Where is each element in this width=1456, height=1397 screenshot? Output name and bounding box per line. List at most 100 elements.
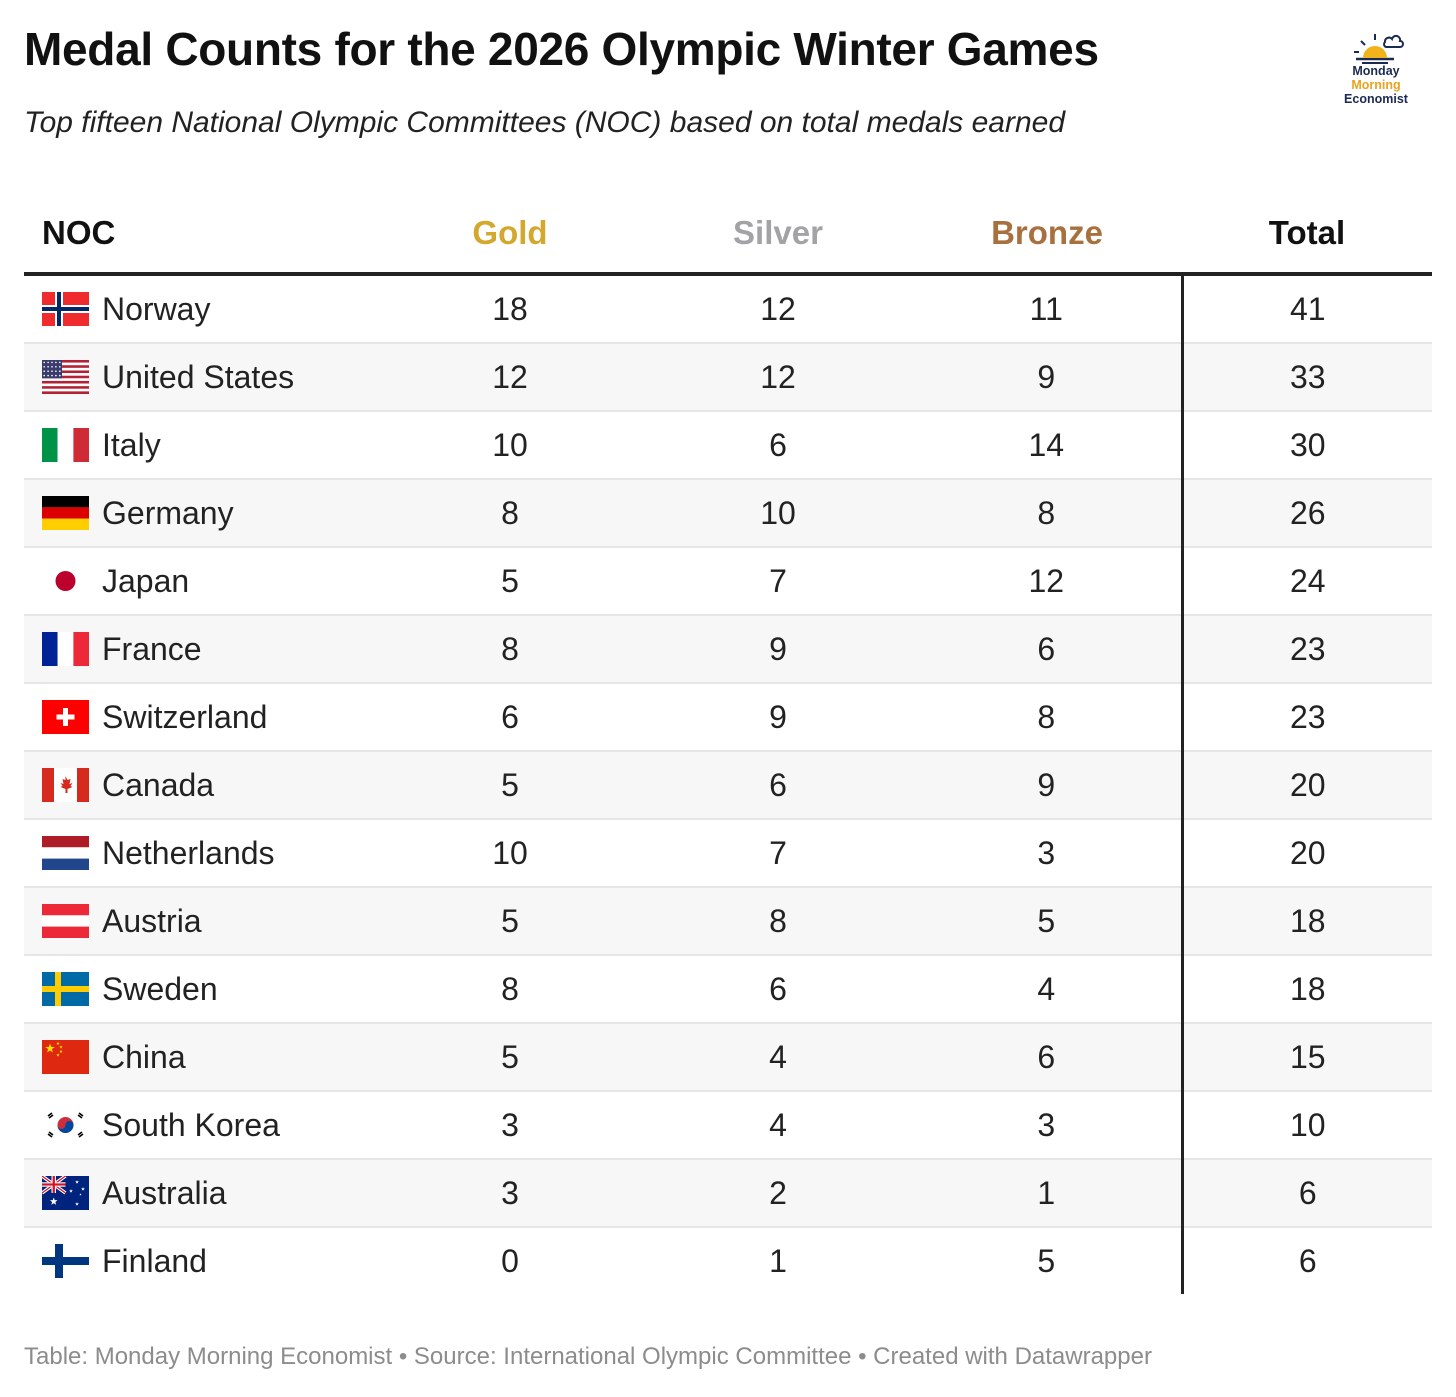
cell-noc: United States: [24, 343, 376, 412]
cell-bronze: 6: [912, 615, 1182, 684]
table-body: Norway 18 12 11 41 United States 12 12 9 33 Italy 1…: [24, 274, 1432, 1294]
table-row: Australia 3 2 1 6: [24, 1159, 1432, 1228]
canada-flag-icon: [42, 768, 89, 802]
noc-name: Austria: [102, 902, 202, 939]
noc-name: Netherlands: [102, 834, 275, 871]
cell-bronze: 11: [912, 274, 1182, 344]
cell-bronze: 8: [912, 683, 1182, 752]
table-header-row: NOC Gold Silver Bronze Total: [24, 194, 1432, 276]
table-row: Switzerland 6 9 8 23: [24, 683, 1432, 752]
footer-credits: Table: Monday Morning Economist • Source…: [24, 1343, 1152, 1370]
united-states-flag-icon: [42, 360, 89, 394]
cell-bronze: 12: [912, 547, 1182, 616]
noc-name: France: [102, 630, 202, 667]
table-row: United States 12 12 9 33: [24, 343, 1432, 412]
noc-name: Australia: [102, 1174, 227, 1211]
japan-flag-icon: [42, 564, 89, 598]
table-row: France 8 9 6 23: [24, 615, 1432, 684]
noc-name: United States: [102, 358, 295, 395]
netherlands-flag-icon: [42, 836, 89, 870]
cell-gold: 5: [376, 751, 644, 820]
cell-noc: South Korea: [24, 1091, 376, 1160]
noc-name: Japan: [102, 562, 190, 599]
table-row: Austria 5 8 5 18: [24, 887, 1432, 956]
cell-total: 30: [1180, 411, 1432, 480]
header-silver: Silver: [644, 194, 912, 276]
cell-noc: Finland: [24, 1227, 376, 1294]
noc-name: Switzerland: [102, 698, 268, 735]
cell-silver: 1: [769, 1242, 787, 1279]
cell-noc: Australia: [24, 1159, 376, 1228]
cell-total: 20: [1180, 751, 1432, 820]
cell-gold: 3: [376, 1091, 644, 1160]
austria-flag-icon: [42, 904, 89, 938]
logo-line-economist: Economist: [1344, 92, 1408, 106]
header-bronze: Bronze: [912, 194, 1182, 276]
cell-noc: Sweden: [24, 955, 376, 1024]
cell-bronze: 5: [912, 887, 1182, 956]
cell-bronze: 3: [912, 819, 1182, 888]
cell-silver: 7: [644, 547, 912, 616]
table-row: Japan 5 7 12 24: [24, 547, 1432, 616]
cell-gold: 10: [376, 819, 644, 888]
cell-total: 26: [1180, 479, 1432, 548]
finland-flag-icon: [42, 1244, 89, 1278]
logo-line-morning: Morning: [1351, 78, 1401, 92]
cell-total: 6: [1180, 1159, 1432, 1228]
cell-silver: 12: [644, 343, 912, 412]
cell-noc: Germany: [24, 479, 376, 548]
cell-gold: 3: [376, 1159, 644, 1228]
cell-total: 23: [1180, 683, 1432, 752]
italy-flag-icon: [42, 428, 89, 462]
cell-total: 23: [1180, 615, 1432, 684]
cell-total: 20: [1180, 819, 1432, 888]
noc-name: Italy: [102, 426, 161, 463]
cell-noc: Norway: [24, 274, 376, 344]
header-gold: Gold: [376, 194, 644, 276]
table-row: China 5 4 6 15: [24, 1023, 1432, 1092]
page-title: Medal Counts for the 2026 Olympic Winter…: [24, 23, 1099, 75]
noc-name: China: [102, 1038, 186, 1075]
cell-bronze: 9: [912, 751, 1182, 820]
cell-gold: 12: [376, 343, 644, 412]
cell-total: 41: [1180, 274, 1432, 344]
cell-total: 33: [1180, 343, 1432, 412]
noc-name: Germany: [102, 494, 234, 531]
cell-bronze: 8: [912, 479, 1182, 548]
cell-silver: 10: [644, 479, 912, 548]
cell-noc: Netherlands: [24, 819, 376, 888]
china-flag-icon: [42, 1040, 89, 1074]
cell-silver: 4: [644, 1091, 912, 1160]
page-subtitle: Top fifteen National Olympic Committees …: [24, 106, 1066, 139]
table-row: South Korea 3 4 3 10: [24, 1091, 1432, 1160]
norway-flag-icon: [42, 292, 89, 326]
cell-gold: 18: [376, 274, 644, 344]
noc-name: Sweden: [102, 970, 218, 1007]
table-row: Italy 10 6 14 30: [24, 411, 1432, 480]
table-row: Germany 8 10 8 26: [24, 479, 1432, 548]
cell-total: 18: [1180, 887, 1432, 956]
cell-noc: France: [24, 615, 376, 684]
cell-total: 18: [1180, 955, 1432, 1024]
noc-name: South Korea: [102, 1106, 280, 1143]
cell-silver: 6: [644, 411, 912, 480]
cell-gold: 5: [376, 547, 644, 616]
cell-total: 15: [1180, 1023, 1432, 1092]
header-total: Total: [1182, 194, 1432, 276]
switzerland-flag-icon: [42, 700, 89, 734]
noc-name: Finland: [102, 1242, 207, 1279]
cell-gold: 10: [376, 411, 644, 480]
cell-noc: Austria: [24, 887, 376, 956]
australia-flag-icon: [42, 1176, 89, 1210]
cell-silver: 6: [644, 955, 912, 1024]
sweden-flag-icon: [42, 972, 89, 1006]
cell-gold: 8: [376, 615, 644, 684]
cell-total: 10: [1180, 1091, 1432, 1160]
noc-name: Canada: [102, 766, 215, 803]
cell-noc: Switzerland: [24, 683, 376, 752]
cell-gold: 8: [376, 479, 644, 548]
cell-total: 6: [1180, 1227, 1432, 1294]
cell-gold: 8: [376, 955, 644, 1024]
cell-gold: 5: [376, 887, 644, 956]
table-row: Canada 5 6 9 20: [24, 751, 1432, 820]
